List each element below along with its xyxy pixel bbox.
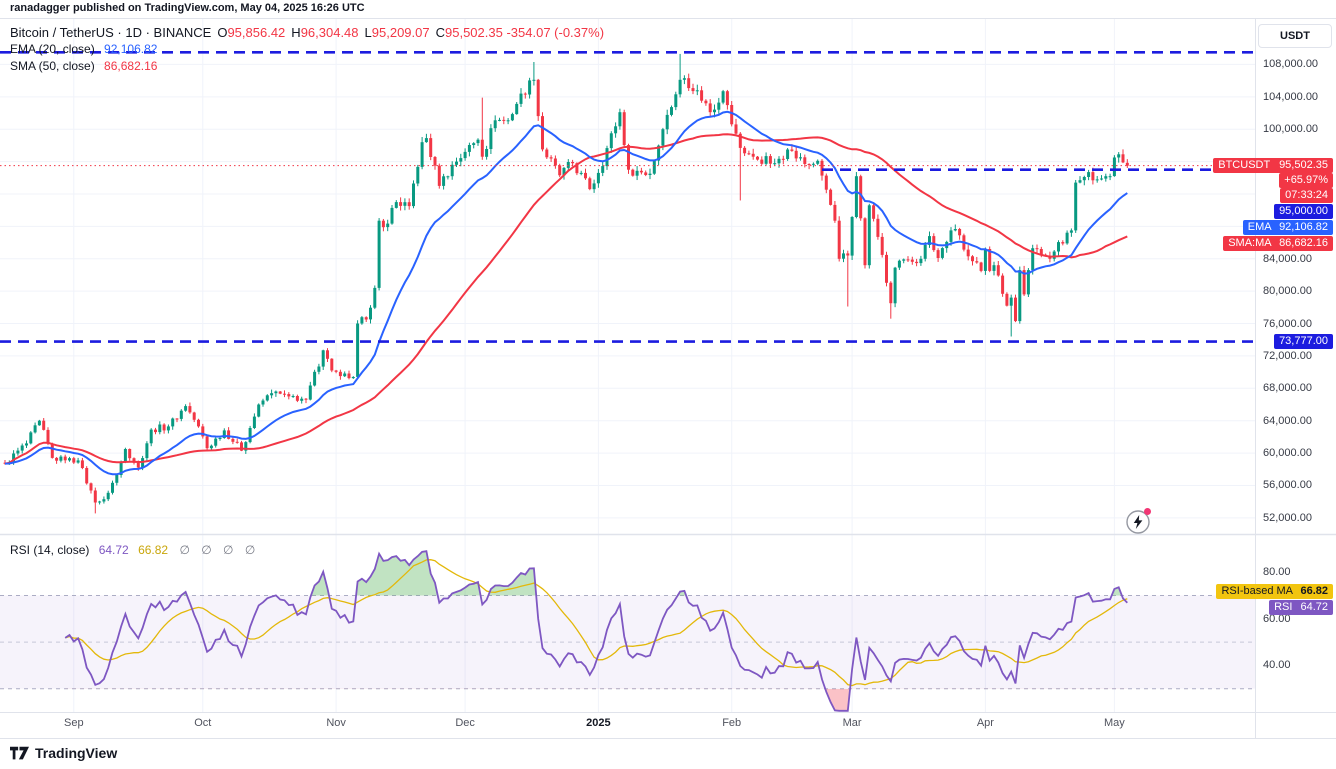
ema-badge-value: 92,106.82 — [1279, 220, 1328, 233]
time-axis-label: Oct — [194, 717, 212, 729]
price-tick: 76,000.00 — [1263, 317, 1312, 330]
sma-price-badge[interactable]: SMA:MA 86,682.16 — [1223, 235, 1333, 251]
logo-text: TradingView — [35, 745, 118, 761]
badge-symbol: BTCUSDT — [1218, 158, 1270, 171]
time-axis-label: 2025 — [586, 717, 611, 729]
time-axis-label: Nov — [326, 717, 346, 729]
sma-value: 86,682.16 — [104, 59, 158, 73]
flash-icon[interactable] — [1124, 508, 1152, 536]
rsi-ma-badge-value: 66.82 — [1300, 585, 1328, 598]
time-axis-label: Sep — [64, 717, 84, 729]
rsi-empty-slots: ∅ ∅ ∅ ∅ — [179, 543, 260, 557]
lightning-circle-icon — [1126, 510, 1150, 534]
price-tick: 100,000.00 — [1263, 123, 1319, 136]
rsi-ma-badge[interactable]: RSI-based MA 66.82 — [1216, 584, 1333, 600]
support-level-badge[interactable]: 73,777.00 — [1274, 334, 1333, 350]
rsi-ma-value: 66.82 — [138, 543, 169, 557]
tradingview-logo[interactable]: TradingView — [10, 745, 117, 761]
change-value: -354.07 (-0.37%) — [506, 25, 605, 40]
sma-badge-label: SMA:MA — [1228, 236, 1271, 249]
price-tick: 80,000.00 — [1263, 285, 1312, 298]
notification-dot — [1144, 508, 1151, 515]
rsi-badge-value: 64.72 — [1300, 601, 1328, 614]
ohlc-value: 95,209.07 — [371, 25, 430, 40]
ema-legend-row[interactable]: EMA (20, close) 92,106.82 — [10, 41, 604, 58]
last-price-badge-row[interactable]: BTCUSDT 95,502.35 — [1213, 157, 1333, 173]
rsi-tick: 80.00 — [1263, 566, 1291, 579]
time-axis-label: Feb — [722, 717, 742, 729]
price-tick: 108,000.00 — [1263, 58, 1319, 71]
price-tick: 52,000.00 — [1263, 511, 1312, 524]
rsi-tick: 40.00 — [1263, 659, 1291, 672]
price-tick: 68,000.00 — [1263, 382, 1312, 395]
symbol-title[interactable]: Bitcoin / TetherUS · 1D · BINANCE — [10, 25, 212, 40]
rsi-label: RSI (14, close) — [10, 543, 90, 557]
rsi-badge[interactable]: RSI 64.72 — [1269, 600, 1333, 616]
symbol-row[interactable]: Bitcoin / TetherUS · 1D · BINANCE O95,856… — [10, 24, 604, 41]
last-price-badge[interactable]: BTCUSDT 95,502.35 +65.97% 07:33:24 — [1213, 157, 1333, 203]
ema-label: EMA (20, close) — [10, 42, 95, 56]
ema-value: 92,106.82 — [104, 42, 158, 56]
time-axis-label: Apr — [976, 717, 994, 729]
sma-legend-row[interactable]: SMA (50, close) 86,682.16 — [10, 58, 604, 75]
symbol-legend: Bitcoin / TetherUS · 1D · BINANCE O95,856… — [10, 24, 604, 75]
time-axis-label: Dec — [455, 717, 475, 729]
rsi-value: 64.72 — [98, 543, 129, 557]
ema-badge-label: EMA — [1247, 220, 1271, 233]
tradingview-mark-icon — [10, 746, 29, 759]
rsi-legend-row[interactable]: RSI (14, close) 64.72 66.82 ∅ ∅ ∅ ∅ — [10, 543, 259, 557]
time-axis-label: May — [1104, 717, 1125, 729]
ohlc-key: L — [364, 25, 372, 40]
sma-label: SMA (50, close) — [10, 59, 95, 73]
rsi-ma-badge-label: RSI-based MA — [1221, 585, 1293, 598]
ohlc-key: H — [291, 25, 301, 40]
price-tick: 104,000.00 — [1263, 90, 1319, 103]
price-tick: 84,000.00 — [1263, 252, 1312, 265]
price-tick: 64,000.00 — [1263, 414, 1312, 427]
price-tick: 56,000.00 — [1263, 479, 1312, 492]
ohlc-key: O — [217, 25, 228, 40]
sma-badge-value: 86,682.16 — [1279, 236, 1328, 249]
rsi-badge-label: RSI — [1274, 601, 1293, 614]
badge-price: 95,502.35 — [1279, 158, 1328, 171]
level-95000-badge[interactable]: 95,000.00 — [1274, 203, 1333, 219]
ohlc-values: O95,856.42 H96,304.48 L95,209.07 C95,502.35 — [211, 25, 503, 40]
change-percent-badge: +65.97% — [1279, 172, 1333, 188]
currency-toggle-button[interactable]: USDT — [1258, 24, 1332, 48]
time-axis-label: Mar — [842, 717, 862, 729]
price-tick: 60,000.00 — [1263, 447, 1312, 460]
rsi-tick: 60.00 — [1263, 612, 1291, 625]
attribution-text: ranadagger published on TradingView.com,… — [10, 2, 365, 14]
ohlc-value: 95,856.42 — [227, 25, 286, 40]
ohlc-value: 95,502.35 — [445, 25, 503, 40]
bar-countdown-badge: 07:33:24 — [1280, 187, 1333, 203]
ohlc-value: 96,304.48 — [300, 25, 359, 40]
price-tick: 72,000.00 — [1263, 349, 1312, 362]
ohlc-key: C — [435, 25, 445, 40]
ema-price-badge[interactable]: EMA 92,106.82 — [1242, 219, 1333, 235]
